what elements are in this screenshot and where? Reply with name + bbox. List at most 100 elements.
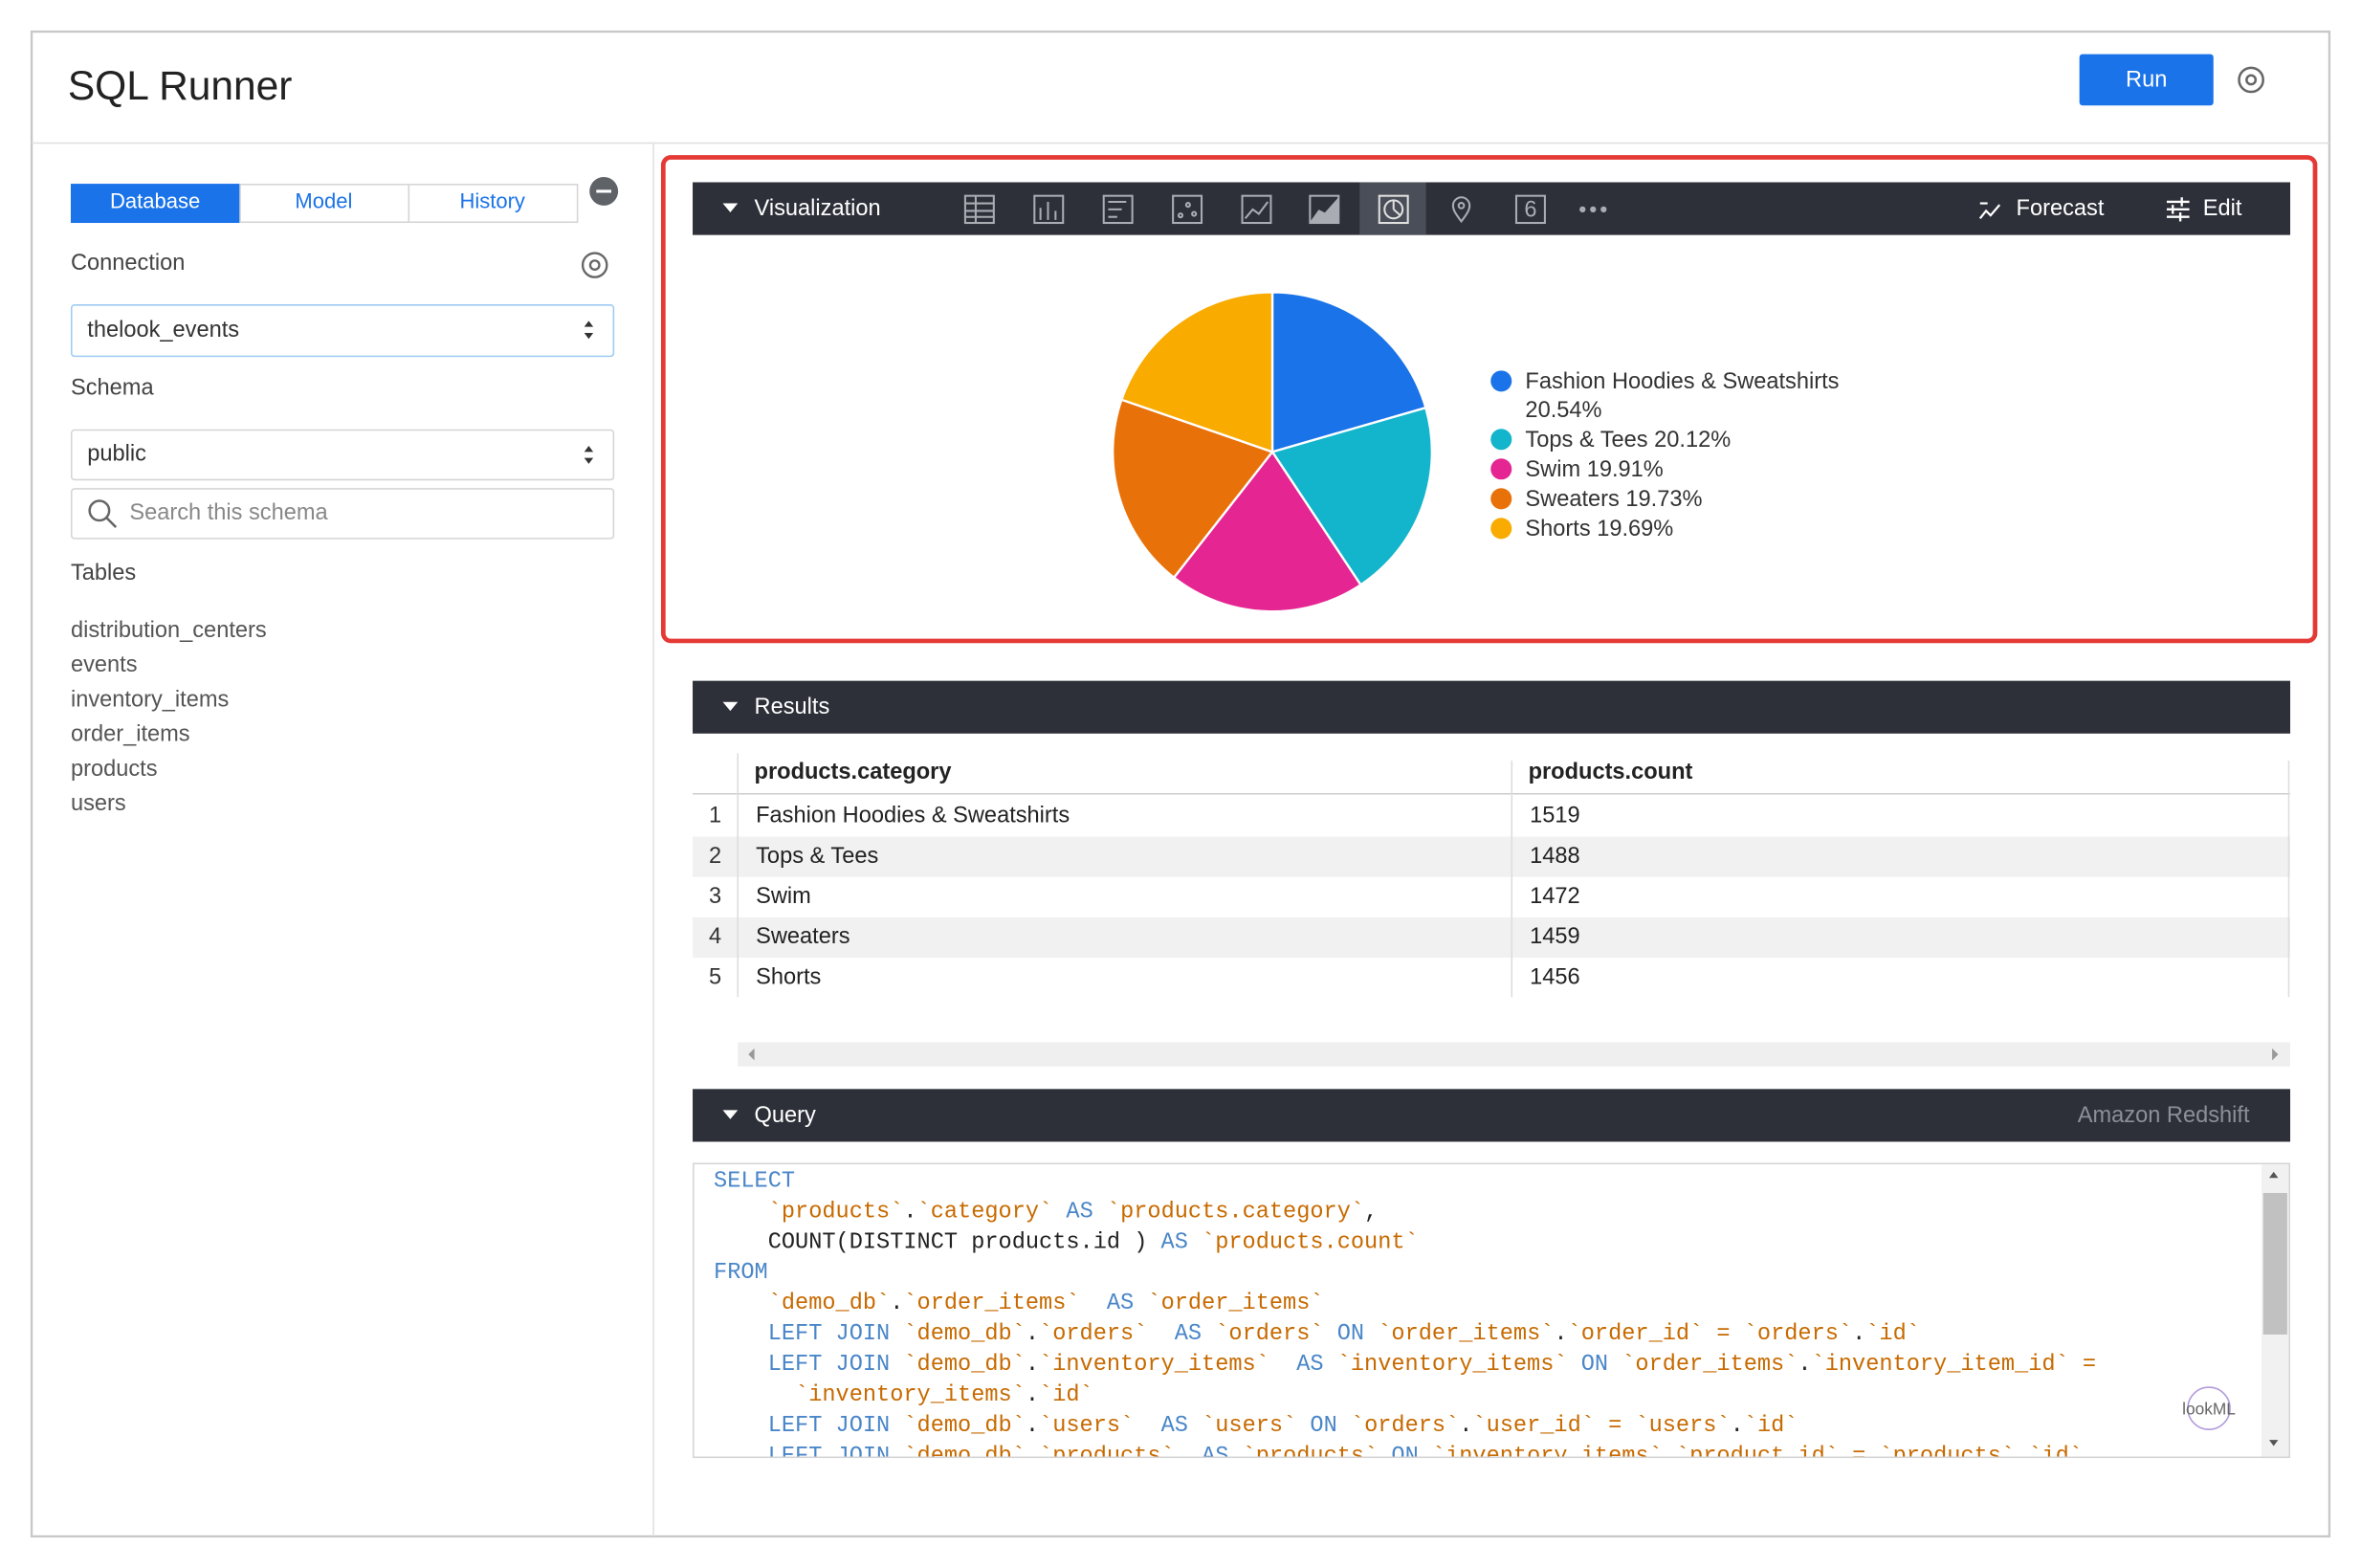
table-name[interactable]: events xyxy=(71,652,138,677)
code-keyword: LEFT xyxy=(768,1321,823,1347)
edit-button[interactable]: Edit xyxy=(2203,196,2242,221)
forecast-icon[interactable] xyxy=(1978,202,2001,219)
code-text xyxy=(714,1321,768,1347)
code-identifier: `products` xyxy=(1039,1444,1175,1469)
more-icon[interactable] xyxy=(1579,206,1607,212)
scrollbar-thumb[interactable] xyxy=(2262,1192,2287,1335)
query-dialect: Amazon Redshift xyxy=(2078,1103,2250,1128)
tables-label: Tables xyxy=(71,561,136,585)
connection-settings-icon[interactable] xyxy=(581,252,608,278)
lookml-badge: lookML xyxy=(2182,1399,2236,1418)
single-value-icon-digit[interactable]: 6 xyxy=(1524,198,1536,223)
code-text: . xyxy=(1663,1444,1676,1469)
tab[interactable] xyxy=(408,184,579,224)
code-text xyxy=(1093,1200,1107,1226)
code-text: . xyxy=(1026,1352,1039,1378)
results-title: Results xyxy=(755,695,830,719)
tab-label[interactable]: History xyxy=(459,189,524,213)
code-identifier: `order_items` xyxy=(1378,1321,1554,1347)
query-title: Query xyxy=(755,1103,816,1128)
legend-entry: Swim 19.91% xyxy=(1525,457,1663,482)
pie-slice xyxy=(1119,291,1274,453)
tab[interactable] xyxy=(239,184,410,224)
table-icon[interactable] xyxy=(963,194,995,225)
column-icon[interactable] xyxy=(1033,194,1065,225)
code-identifier: = xyxy=(1716,1321,1730,1347)
code-keyword: ON xyxy=(1581,1352,1608,1378)
code-keyword: FROM xyxy=(714,1260,768,1286)
pie-icon[interactable] xyxy=(1378,194,1409,225)
legend-entry: Tops & Tees 20.12% xyxy=(1525,428,1731,453)
horizontal-scrollbar[interactable] xyxy=(738,1042,2291,1067)
table-name[interactable]: inventory_items xyxy=(71,687,229,712)
code-identifier: `demo_db` xyxy=(903,1444,1025,1469)
table-name[interactable]: products xyxy=(71,757,158,782)
tab-label[interactable]: Database xyxy=(110,189,200,213)
legend-name: Fashion Hoodies & Sweatshirts xyxy=(1525,369,1839,394)
schema-value[interactable]: public xyxy=(87,442,146,467)
settings-icon[interactable] xyxy=(2238,66,2264,94)
code-text: . xyxy=(1026,1321,1039,1347)
code-line: COUNT(DISTINCT products.id ) AS `product… xyxy=(714,1230,1419,1256)
code-identifier: `order_items` xyxy=(1147,1291,1323,1316)
code-keyword: JOIN xyxy=(836,1352,891,1378)
pie-slice xyxy=(1112,398,1274,580)
cell: 1456 xyxy=(1530,964,1580,989)
code-identifier: = xyxy=(1608,1413,1622,1439)
code-line: LEFT JOIN `demo_db`.`products` AS `produ… xyxy=(714,1444,2083,1469)
search-placeholder[interactable]: Search this schema xyxy=(129,500,328,525)
cell: 1488 xyxy=(1530,844,1580,869)
connection-select[interactable] xyxy=(70,304,615,358)
legend-value: 19.73% xyxy=(1625,487,1702,512)
code-text: COUNT(DISTINCT products.id ) xyxy=(714,1230,1160,1256)
code-identifier: `id` xyxy=(2028,1444,2083,1469)
scatter-icon[interactable] xyxy=(1172,194,1203,225)
legend-entry: Sweaters 19.73% xyxy=(1525,487,1702,512)
single-value-icon[interactable] xyxy=(1514,194,1546,225)
legend-name: Shorts xyxy=(1525,517,1590,541)
code-identifier: `inventory_items` xyxy=(1039,1352,1269,1378)
query-editor[interactable] xyxy=(693,1162,2291,1459)
code-text: . xyxy=(1731,1413,1744,1439)
code-identifier: `products` xyxy=(768,1200,904,1226)
code-keyword: LEFT xyxy=(768,1413,823,1439)
forecast-button[interactable]: Forecast xyxy=(2017,196,2105,221)
map-icon[interactable] xyxy=(1451,196,1471,224)
bar-icon[interactable] xyxy=(1102,194,1134,225)
edit-icon[interactable] xyxy=(2166,197,2190,222)
table-name[interactable]: distribution_centers xyxy=(71,618,267,643)
table-name[interactable]: users xyxy=(71,791,126,816)
connection-label: Connection xyxy=(71,251,185,276)
code-identifier: `order_items` xyxy=(1622,1352,1798,1378)
code-keyword: LEFT xyxy=(768,1444,823,1469)
code-text xyxy=(714,1413,768,1439)
collapse-triangle[interactable] xyxy=(722,1110,739,1119)
collapse-triangle[interactable] xyxy=(722,203,739,212)
pie-chart xyxy=(1112,291,1433,613)
tab[interactable] xyxy=(70,184,241,224)
collapse-icon[interactable] xyxy=(589,176,619,206)
run-button-label[interactable]: Run xyxy=(2126,67,2167,92)
run-button[interactable] xyxy=(2079,54,2214,106)
code-keyword: JOIN xyxy=(836,1444,891,1469)
code-text xyxy=(1134,1291,1147,1316)
code-identifier: `orders` xyxy=(1215,1321,1323,1347)
collapse-triangle[interactable] xyxy=(722,701,739,712)
code-keyword: AS xyxy=(1066,1200,1092,1226)
line-icon[interactable] xyxy=(1241,194,1272,225)
connection-value[interactable]: thelook_events xyxy=(87,318,239,342)
tab-label[interactable]: Model xyxy=(295,189,352,213)
legend-value: 19.69% xyxy=(1597,517,1673,541)
table-name[interactable]: order_items xyxy=(71,722,190,747)
schema-search[interactable] xyxy=(70,488,615,540)
cell: Shorts xyxy=(756,964,821,989)
area-icon[interactable] xyxy=(1309,194,1340,225)
sidebar-tabs: Database Model History xyxy=(70,184,579,224)
schema-select[interactable] xyxy=(70,429,615,481)
code-line: `inventory_items`.`id` xyxy=(714,1382,1093,1408)
code-text: . xyxy=(1026,1413,1039,1439)
column-header: products.category xyxy=(755,760,952,784)
cell: Fashion Hoodies & Sweatshirts xyxy=(756,804,1070,828)
visualization-title: Visualization xyxy=(755,196,881,221)
